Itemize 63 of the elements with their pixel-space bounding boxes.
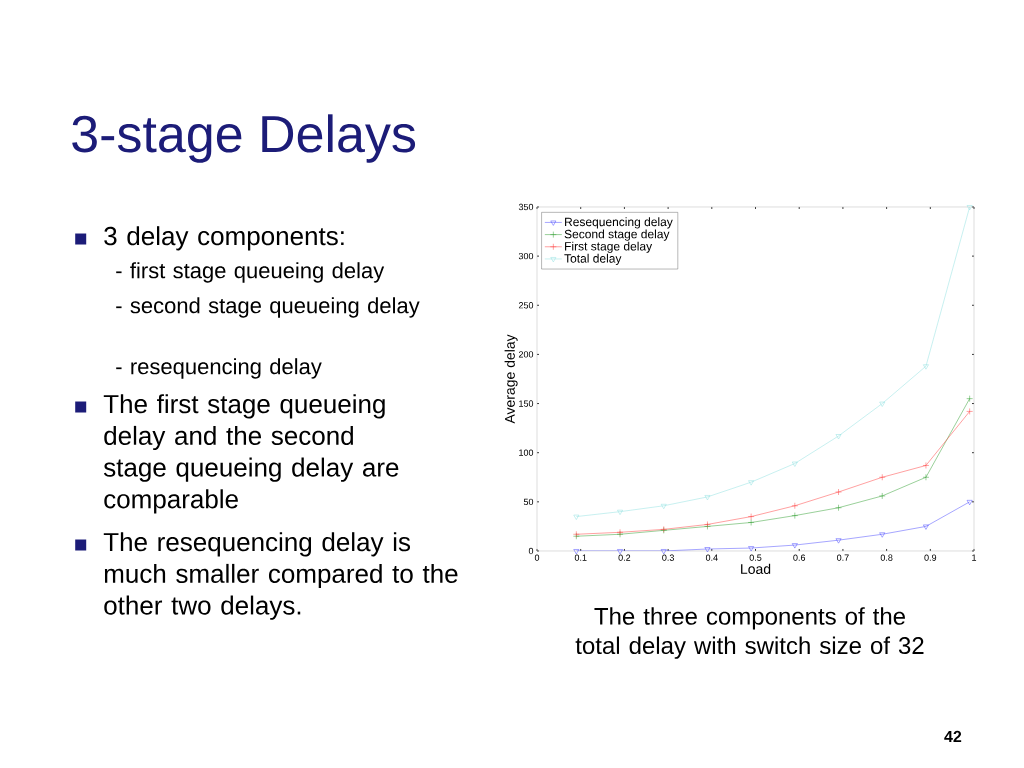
- point: [835, 488, 842, 496]
- legend-label: Total delay: [564, 253, 622, 266]
- y-tick-label: 300: [518, 252, 534, 260]
- x-tick-label: 0.8: [880, 554, 893, 561]
- x-tick-label: 0.6: [793, 554, 806, 561]
- text: - second stage queueing delay: [116, 297, 420, 318]
- x-tick-label: 1: [972, 554, 977, 561]
- legend-label: Second stage delay: [564, 229, 670, 241]
- text: The resequencing delay is much smaller compared to the other two delays.: [103, 532, 458, 620]
- y-tick-label: 350: [518, 203, 534, 211]
- point: [879, 401, 886, 407]
- text: - resequencing delay: [116, 358, 322, 379]
- point: [835, 538, 842, 544]
- x-tick-label: 0.1: [574, 554, 587, 561]
- point: [791, 502, 799, 510]
- point: [747, 513, 755, 520]
- point: [573, 514, 580, 520]
- text: 3 delay components:: [104, 226, 344, 251]
- y-tick-label: 0: [528, 547, 534, 555]
- point: [966, 205, 973, 211]
- text: - first stage queueing delay: [116, 262, 385, 283]
- text: The three components of the total delay with switch size of 32: [575, 607, 924, 659]
- point: [922, 462, 930, 469]
- point: [966, 408, 973, 415]
- x-tick-label: 0.3: [662, 554, 674, 561]
- legend-label: First stage delay: [565, 241, 653, 253]
- point: [704, 495, 711, 501]
- point: [792, 543, 798, 549]
- point: [879, 532, 886, 538]
- y-tick-label: 150: [519, 400, 534, 407]
- x-tick-label: 0.7: [837, 554, 849, 561]
- text: 42: [944, 730, 962, 742]
- point: [835, 504, 842, 511]
- point: [922, 474, 930, 481]
- text: The first stage queueing delay and the second stage queueing delay are comparable: [103, 394, 399, 514]
- point: [923, 524, 929, 530]
- point: [835, 434, 842, 440]
- point: [878, 492, 886, 500]
- x-axis-title: Load: [741, 563, 771, 574]
- x-tick-label: 0.9: [924, 554, 937, 561]
- point: [791, 512, 799, 519]
- y-tick-label: 100: [519, 449, 534, 456]
- point: [966, 500, 973, 506]
- y-tick-label: 200: [518, 351, 534, 358]
- point: [966, 395, 973, 402]
- x-tick-label: 0.4: [705, 554, 718, 561]
- point: [660, 504, 667, 510]
- point: [747, 519, 755, 526]
- point: [792, 461, 798, 467]
- point: [617, 509, 623, 515]
- point: [748, 480, 754, 486]
- chart-title: 3-stage Delays: [72, 114, 416, 163]
- y-axis-title: Average delay: [504, 334, 518, 424]
- point: [748, 546, 754, 552]
- point: [878, 474, 886, 481]
- y-tick-label: 250: [518, 302, 534, 309]
- x-tick-label: 0.2: [618, 554, 631, 561]
- x-tick-label: 0.5: [749, 554, 762, 561]
- legend-label: Resequencing delay: [565, 217, 673, 229]
- x-tick-label: 0: [534, 554, 540, 561]
- y-tick-label: 50: [523, 498, 534, 506]
- point: [704, 547, 711, 553]
- point: [923, 364, 929, 370]
